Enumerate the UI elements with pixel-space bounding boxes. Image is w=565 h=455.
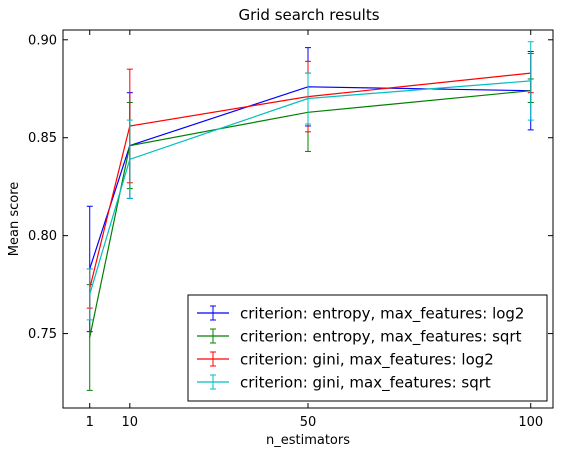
series-line-1 <box>89 86 531 270</box>
y-tick-label: 0.90 <box>28 33 57 48</box>
y-tick-label: 0.80 <box>28 229 57 244</box>
chart-title: Grid search results <box>238 6 379 24</box>
series-line-4 <box>89 80 531 295</box>
y-axis-label: Mean score <box>7 182 22 256</box>
x-tick-label: 100 <box>518 415 543 430</box>
plot-area <box>86 41 534 391</box>
series-line-3 <box>89 72 531 289</box>
legend-label: criterion: entropy, max_features: sqrt <box>240 328 522 347</box>
x-tick-label: 50 <box>300 415 317 430</box>
y-tick-label: 0.85 <box>28 131 57 146</box>
legend-label: criterion: gini, max_features: sqrt <box>240 374 491 393</box>
legend: criterion: entropy, max_features: log2 cr… <box>187 294 548 402</box>
x-tick-label: 10 <box>122 415 139 430</box>
y-tick-label: 0.75 <box>28 327 57 342</box>
x-tick-label: 1 <box>86 415 94 430</box>
legend-label: criterion: entropy, max_features: log2 <box>240 305 524 324</box>
axis-ticks: 1 10 50 100 0.75 0.80 0.85 0.90 <box>28 30 553 430</box>
x-axis-label: n_estimators <box>266 433 350 448</box>
legend-box <box>187 294 548 402</box>
legend-label: criterion: gini, max_features: log2 <box>240 351 494 370</box>
